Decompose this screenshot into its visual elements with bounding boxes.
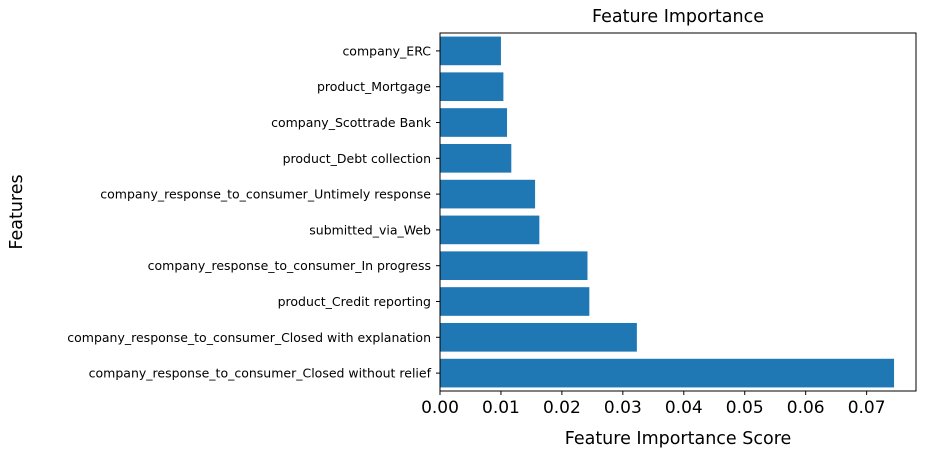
x-tick-label: 0.07 xyxy=(848,398,886,418)
bar xyxy=(440,108,508,137)
y-tick-label: submitted_via_Web xyxy=(309,222,431,237)
bar xyxy=(440,179,536,209)
bar xyxy=(440,36,501,66)
y-tick-label: company_response_to_consumer_Closed with… xyxy=(67,330,431,345)
bar xyxy=(440,358,895,388)
y-tick-label: product_Mortgage xyxy=(317,79,431,94)
bars-layer xyxy=(440,36,895,388)
x-tick-label: 0.00 xyxy=(421,398,459,418)
bar xyxy=(440,251,588,281)
y-tick-label: product_Credit reporting xyxy=(278,294,431,309)
x-tick-label: 0.04 xyxy=(665,398,703,418)
y-tick-label: company_Scottrade Bank xyxy=(271,115,432,130)
bar xyxy=(440,215,540,245)
bar xyxy=(440,143,512,173)
x-tick-label: 0.06 xyxy=(787,398,825,418)
y-axis-title: Features xyxy=(7,174,27,249)
chart-title: Feature Importance xyxy=(592,7,764,27)
plot-frame xyxy=(439,32,917,392)
y-tick-label: company_response_to_consumer_In progress xyxy=(148,258,431,273)
x-tick-label: 0.03 xyxy=(604,398,642,418)
x-tick-label: 0.02 xyxy=(543,398,581,418)
bar xyxy=(440,72,504,102)
y-ticks: company_response_to_consumer_Closed with… xyxy=(67,43,440,381)
bar xyxy=(440,287,590,316)
x-axis-title: Feature Importance Score xyxy=(565,429,792,449)
y-tick-label: product_Debt collection xyxy=(283,151,431,166)
x-ticks: 0.00 0.01 0.02 0.03 0.04 0.05 0.06 0.07 xyxy=(421,391,886,418)
y-tick-label: company_ERC xyxy=(342,43,431,58)
x-tick-label: 0.05 xyxy=(726,398,764,418)
bar xyxy=(440,322,637,352)
y-tick-label: company_response_to_consumer_Untimely re… xyxy=(100,187,431,202)
x-tick-label: 0.01 xyxy=(482,398,520,418)
y-tick-label: company_response_to_consumer_Closed with… xyxy=(89,366,432,381)
